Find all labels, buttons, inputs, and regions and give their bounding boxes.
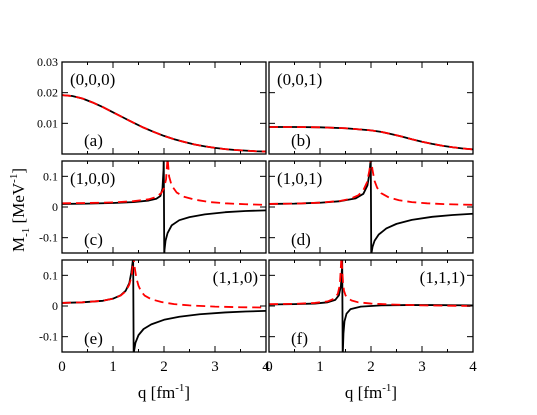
x-tick-label: 4 (262, 359, 270, 375)
panel-d: (1,0,1) (d) (268, 160, 474, 254)
x-axis-label-sup: -1 (382, 382, 391, 394)
y-tick-label: -0.1 (39, 231, 58, 245)
x-tick-label: 3 (418, 359, 426, 375)
x-tick-label: 3 (211, 359, 219, 375)
x-tick-label: 2 (160, 359, 168, 375)
panel-state-label: (1,1,0) (213, 268, 258, 287)
panel-letter: (a) (84, 131, 103, 150)
panel-letter: (e) (84, 329, 103, 348)
y-axis-label-unit-sup: -1 (8, 174, 20, 183)
series-line-full (62, 161, 266, 253)
series-line-approx (269, 161, 473, 206)
x-tick-label: 2 (367, 359, 375, 375)
series-group (62, 260, 266, 352)
y-tick-label: -0.1 (39, 330, 58, 344)
panel-state-label: (1,0,1) (277, 169, 322, 188)
series-line-approx (269, 126, 473, 151)
y-axis-label-sub: -1 (20, 228, 32, 237)
y-tick-label: 0 (52, 200, 58, 214)
series-group (269, 161, 473, 253)
series-line-approx (62, 161, 266, 206)
x-tick-label: 0 (58, 359, 66, 375)
panel-letter: (d) (291, 230, 311, 249)
x-axis-label-left: q [fm-1] (138, 382, 190, 402)
x-tick-label: 0 (265, 359, 273, 375)
series-group (62, 161, 266, 253)
x-axis-label-main: q [fm (345, 383, 382, 402)
y-axis-label-main: M (9, 237, 28, 252)
series-group (269, 260, 473, 352)
series-line-approx (62, 260, 266, 309)
panel-letter: (f) (291, 329, 308, 348)
panel-letter: (c) (84, 230, 103, 249)
panel-f: 0 1 2 3 4 (1,1,1) (f) (265, 259, 477, 375)
y-tick-label: 0.1 (43, 268, 58, 282)
y-tick-label: 0 (52, 299, 58, 313)
x-tick-label: 4 (469, 359, 477, 375)
y-tick-label: 0.1 (43, 169, 58, 183)
series-group (62, 94, 266, 153)
series-line-approx (269, 260, 473, 307)
panel-a: 0.01 0.02 0.03 (0,0,0) (a) (37, 55, 267, 155)
y-tick-label: 0.03 (37, 55, 58, 69)
x-tick-label: 1 (109, 359, 117, 375)
series-group (269, 126, 473, 151)
y-tick-label: 0.01 (37, 116, 58, 130)
panel-state-label: (0,0,0) (70, 70, 115, 89)
x-axis-label-main: q [fm (138, 383, 175, 402)
panel-e: 0 1 2 3 4 -0.1 0 0.1 (1,1,0) (e) (39, 259, 270, 375)
panel-letter: (b) (291, 131, 311, 150)
series-line-full (62, 260, 266, 352)
x-axis-label-sup: -1 (175, 382, 184, 394)
y-tick-label: 0.02 (37, 86, 58, 100)
x-axis-label-close: ] (391, 383, 397, 402)
x-tick-label: 1 (316, 359, 324, 375)
panels: 0.01 0.02 0.03 (0,0,0) (a) (0,0,1) (b) -0.1 0 0.1… (37, 55, 477, 375)
x-axis-label-close: ] (184, 383, 190, 402)
panel-state-label: (1,0,0) (70, 169, 115, 188)
panel-c: -0.1 0 0.1 (1,0,0) (c) (39, 160, 267, 254)
panel-state-label: (0,0,1) (277, 70, 322, 89)
series-line-approx (62, 94, 266, 153)
y-axis-label: M-1 [MeV-1] (8, 168, 32, 252)
y-axis-label-unit: [MeV (9, 182, 28, 228)
panel-state-label: (1,1,1) (420, 268, 465, 287)
x-axis-label-right: q [fm-1] (345, 382, 397, 402)
panel-b: (0,0,1) (b) (268, 61, 474, 155)
series-line-full (269, 260, 473, 352)
y-axis-label-close: ] (9, 168, 28, 174)
